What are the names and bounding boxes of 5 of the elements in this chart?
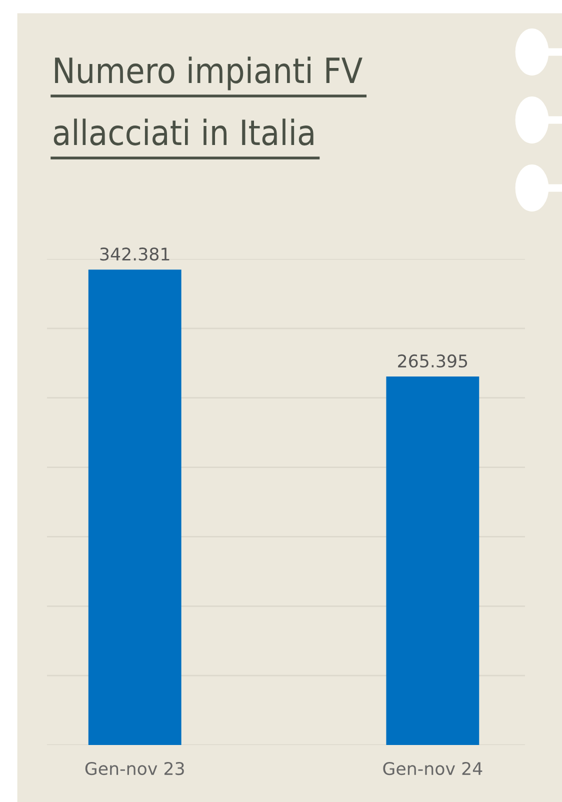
data-label: 265.395 (398, 354, 468, 368)
x-tick-label: Gen-nov 23 (85, 762, 184, 776)
chart-title: Numero impianti FV allacciati in Italia (54, 56, 362, 146)
x-tick-label: Gen-nov 24 (383, 762, 482, 776)
data-label: 342.381 (100, 248, 170, 261)
